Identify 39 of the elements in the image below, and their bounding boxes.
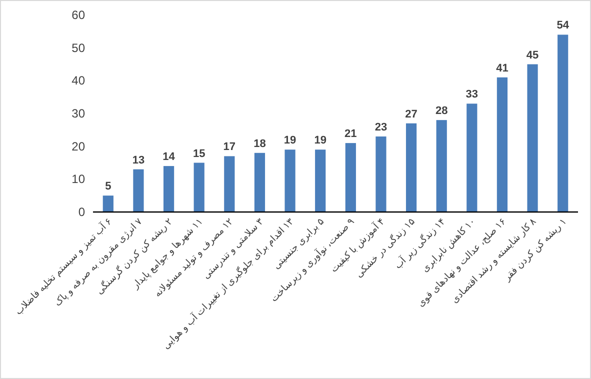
data-label: 15 [192,148,206,160]
bar [406,123,417,212]
y-tick-label: 30 [72,106,86,120]
data-label: 41 [496,62,508,74]
bar [466,104,478,212]
data-label: 19 [284,134,296,147]
data-label: 17 [223,141,236,154]
y-tick-label: 60 [72,8,86,22]
bar [436,120,447,212]
data-label: 13 [132,154,145,166]
data-label: 19 [314,134,326,147]
bar [315,150,326,212]
y-tick-label: 0 [78,205,86,219]
data-label: 28 [435,105,448,118]
data-label: 14 [162,151,176,164]
y-tick-label: 40 [72,74,86,88]
data-label: 18 [254,138,266,150]
bar [527,64,538,212]
bar [284,150,296,212]
bar [133,169,144,212]
bar [345,143,356,212]
y-tick-label: 50 [72,40,86,55]
bar [163,166,174,212]
data-label: 45 [526,49,539,62]
data-label: 33 [466,88,478,101]
bar [496,77,508,212]
data-label: 5 [105,180,112,193]
data-label: 27 [405,108,418,120]
data-label: 54 [556,20,570,32]
bar [224,156,235,212]
bar [102,196,114,212]
bar [558,34,568,212]
bar [194,162,204,212]
bar [254,152,266,212]
y-tick-label: 10 [72,172,86,186]
data-label: 21 [344,128,357,140]
data-label: 23 [374,121,388,134]
bar [376,136,386,212]
y-tick-label: 20 [72,139,86,154]
